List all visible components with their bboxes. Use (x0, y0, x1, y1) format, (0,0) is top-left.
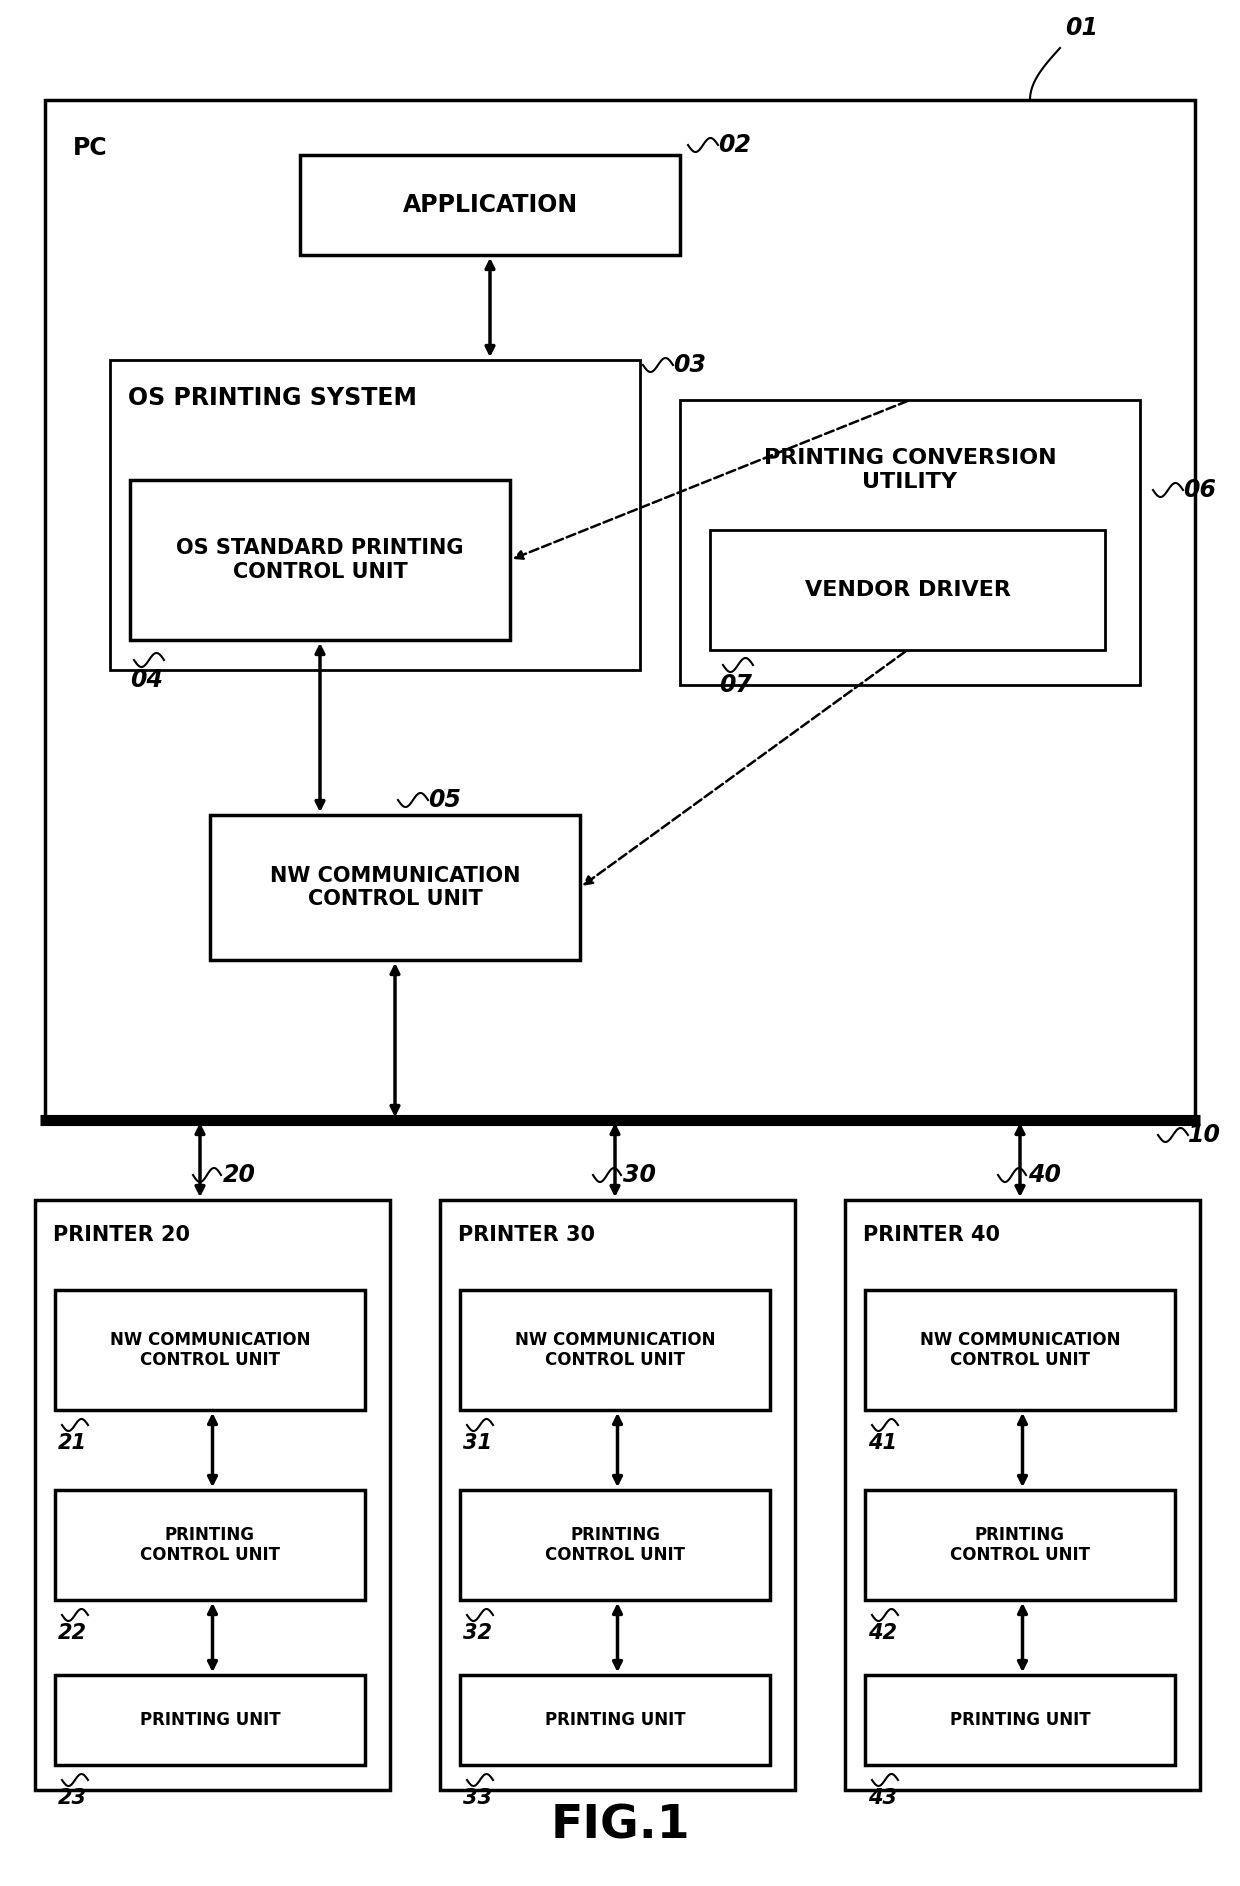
Text: PRINTING UNIT: PRINTING UNIT (544, 1711, 686, 1729)
Bar (866, 1490, 1176, 1599)
Bar (35, 1199, 391, 1790)
Text: VENDOR DRIVER: VENDOR DRIVER (805, 581, 1011, 600)
Text: PRINTING
CONTROL UNIT: PRINTING CONTROL UNIT (140, 1526, 280, 1563)
Text: APPLICATION: APPLICATION (403, 192, 578, 217)
Bar (55, 1290, 365, 1411)
Text: NW COMMUNICATION
CONTROL UNIT: NW COMMUNICATION CONTROL UNIT (515, 1332, 715, 1369)
Bar (711, 530, 1105, 651)
Text: 04: 04 (130, 668, 162, 692)
Bar (680, 400, 1140, 685)
Bar (55, 1490, 365, 1599)
Text: OS STANDARD PRINTING
CONTROL UNIT: OS STANDARD PRINTING CONTROL UNIT (176, 538, 464, 581)
Text: 07: 07 (719, 673, 751, 698)
Bar (460, 1490, 770, 1599)
Text: 30: 30 (622, 1164, 656, 1186)
Text: PRINTING
CONTROL UNIT: PRINTING CONTROL UNIT (546, 1526, 684, 1563)
Text: PRINTING CONVERSION
UTILITY: PRINTING CONVERSION UTILITY (764, 449, 1056, 492)
Bar (440, 1199, 795, 1790)
Text: 41: 41 (868, 1433, 897, 1452)
Bar (844, 1199, 1200, 1790)
Text: PRINTING UNIT: PRINTING UNIT (140, 1711, 280, 1729)
Text: 21: 21 (58, 1433, 87, 1452)
Text: 23: 23 (58, 1788, 87, 1809)
Bar (110, 360, 640, 670)
Text: PRINTER 20: PRINTER 20 (53, 1226, 190, 1245)
Text: 01: 01 (1065, 15, 1097, 40)
Text: NW COMMUNICATION
CONTROL UNIT: NW COMMUNICATION CONTROL UNIT (270, 866, 521, 909)
Text: 43: 43 (868, 1788, 897, 1809)
Bar (460, 1290, 770, 1411)
Text: PRINTING UNIT: PRINTING UNIT (950, 1711, 1090, 1729)
Text: 42: 42 (868, 1624, 897, 1643)
Bar (300, 155, 680, 255)
Text: 31: 31 (463, 1433, 492, 1452)
Bar (866, 1290, 1176, 1411)
Text: NW COMMUNICATION
CONTROL UNIT: NW COMMUNICATION CONTROL UNIT (110, 1332, 310, 1369)
Bar (866, 1675, 1176, 1765)
Text: 40: 40 (1028, 1164, 1061, 1186)
Text: 03: 03 (673, 353, 706, 377)
Text: PRINTER 40: PRINTER 40 (863, 1226, 999, 1245)
Text: NW COMMUNICATION
CONTROL UNIT: NW COMMUNICATION CONTROL UNIT (920, 1332, 1120, 1369)
Text: 10: 10 (1188, 1122, 1221, 1147)
Text: 20: 20 (223, 1164, 255, 1186)
Bar (55, 1675, 365, 1765)
Text: 06: 06 (1183, 477, 1216, 502)
Bar (460, 1675, 770, 1765)
Bar (130, 481, 510, 639)
Bar (45, 100, 1195, 1120)
Text: PRINTER 30: PRINTER 30 (458, 1226, 595, 1245)
Text: PRINTING
CONTROL UNIT: PRINTING CONTROL UNIT (950, 1526, 1090, 1563)
Text: 22: 22 (58, 1624, 87, 1643)
Text: 32: 32 (463, 1624, 492, 1643)
Text: PC: PC (73, 136, 108, 160)
Text: OS PRINTING SYSTEM: OS PRINTING SYSTEM (128, 387, 417, 409)
Text: 05: 05 (428, 788, 461, 813)
Text: FIG.1: FIG.1 (551, 1803, 689, 1848)
Text: 02: 02 (718, 134, 751, 157)
Bar (210, 815, 580, 960)
Text: 33: 33 (463, 1788, 492, 1809)
